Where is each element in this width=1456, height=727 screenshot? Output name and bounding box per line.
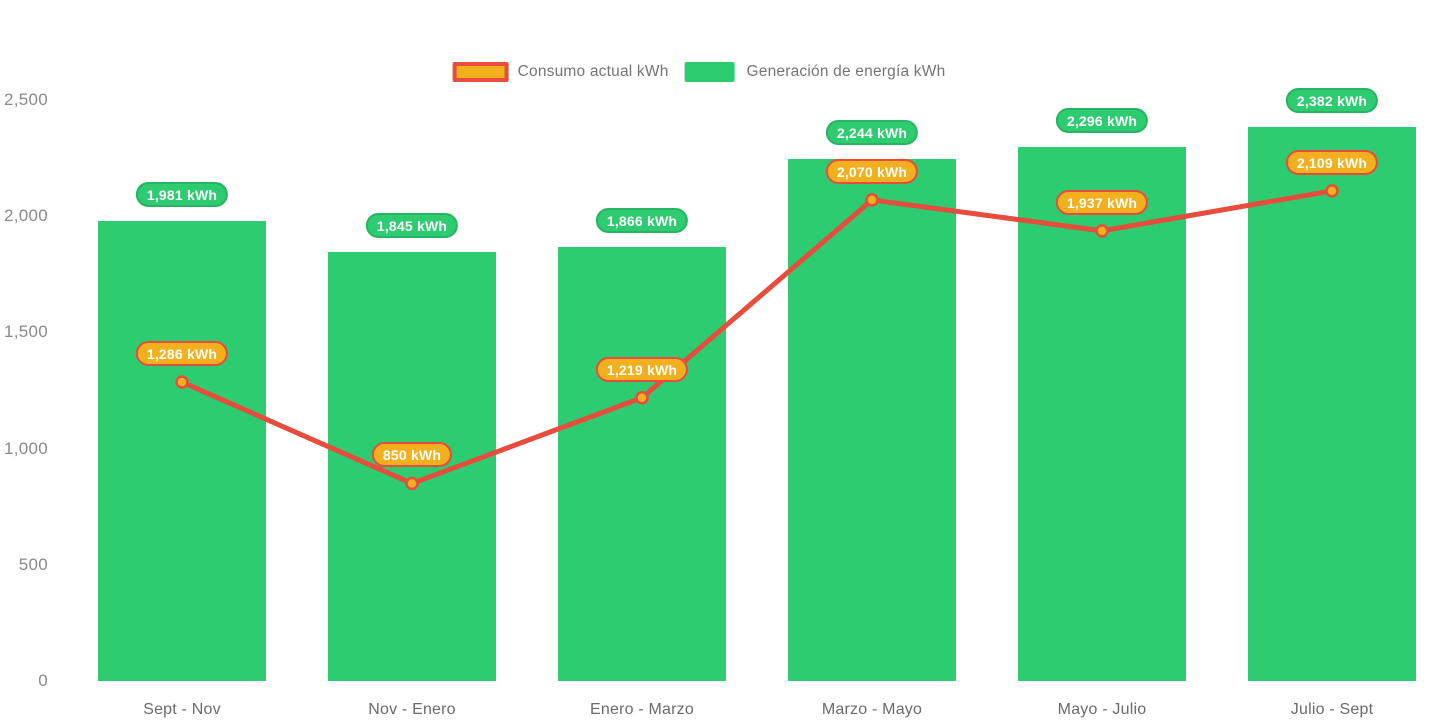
y-axis-tick-label: 500: [18, 554, 48, 574]
bar-value-label: 2,296 kWh: [1055, 108, 1149, 134]
bar-value-label: 1,866 kWh: [595, 208, 689, 234]
y-axis-tick-label: 0: [38, 671, 48, 690]
bar-value-label: 1,981 kWh: [135, 181, 229, 207]
bar-value-label: 2,244 kWh: [825, 120, 919, 146]
x-axis-label: Julio - Sept: [1290, 701, 1374, 718]
y-axis-tick-label: 2,500: [3, 90, 48, 109]
point-value-label: 2,109 kWh: [1285, 149, 1379, 175]
y-axis-tick-label: 1,500: [3, 322, 48, 342]
point-value-label: 850 kWh: [371, 442, 453, 468]
point-value-label: 1,286 kWh: [135, 341, 229, 367]
x-axis-label: Enero - Marzo: [590, 701, 694, 718]
bar-generacion[interactable]: [1018, 147, 1186, 681]
legend-swatch-consumo-icon: [452, 62, 509, 82]
x-axis-label: Sept - Nov: [143, 701, 221, 718]
x-axis-label: Nov - Enero: [368, 701, 456, 718]
legend-swatch-generacion-icon: [684, 62, 735, 82]
x-axis-label: Mayo - Julio: [1057, 701, 1147, 718]
bar-generacion[interactable]: [558, 247, 726, 681]
bar-value-label: 2,382 kWh: [1285, 88, 1379, 114]
bar-generacion[interactable]: [98, 220, 266, 681]
legend-label: Generación de energía kWh: [746, 63, 946, 80]
bar-generacion[interactable]: [788, 159, 956, 681]
x-axis-label: Marzo - Mayo: [821, 701, 923, 718]
y-axis-tick-label: 2,000: [3, 206, 48, 226]
bar-value-label: 1,845 kWh: [365, 213, 459, 239]
bar-generacion[interactable]: [1248, 127, 1416, 681]
point-value-label: 2,070 kWh: [825, 158, 919, 184]
legend-label: Consumo actual kWh: [517, 63, 669, 80]
point-value-label: 1,937 kWh: [1055, 189, 1149, 215]
legend-item-generacion[interactable]: Generación de energía kWh: [684, 62, 946, 82]
y-axis-tick-label: 1,000: [3, 438, 48, 458]
chart-legend: Consumo actual kWh Generación de energía …: [452, 62, 946, 82]
legend-item-consumo[interactable]: Consumo actual kWh: [452, 62, 669, 82]
point-value-label: 1,219 kWh: [595, 356, 689, 382]
